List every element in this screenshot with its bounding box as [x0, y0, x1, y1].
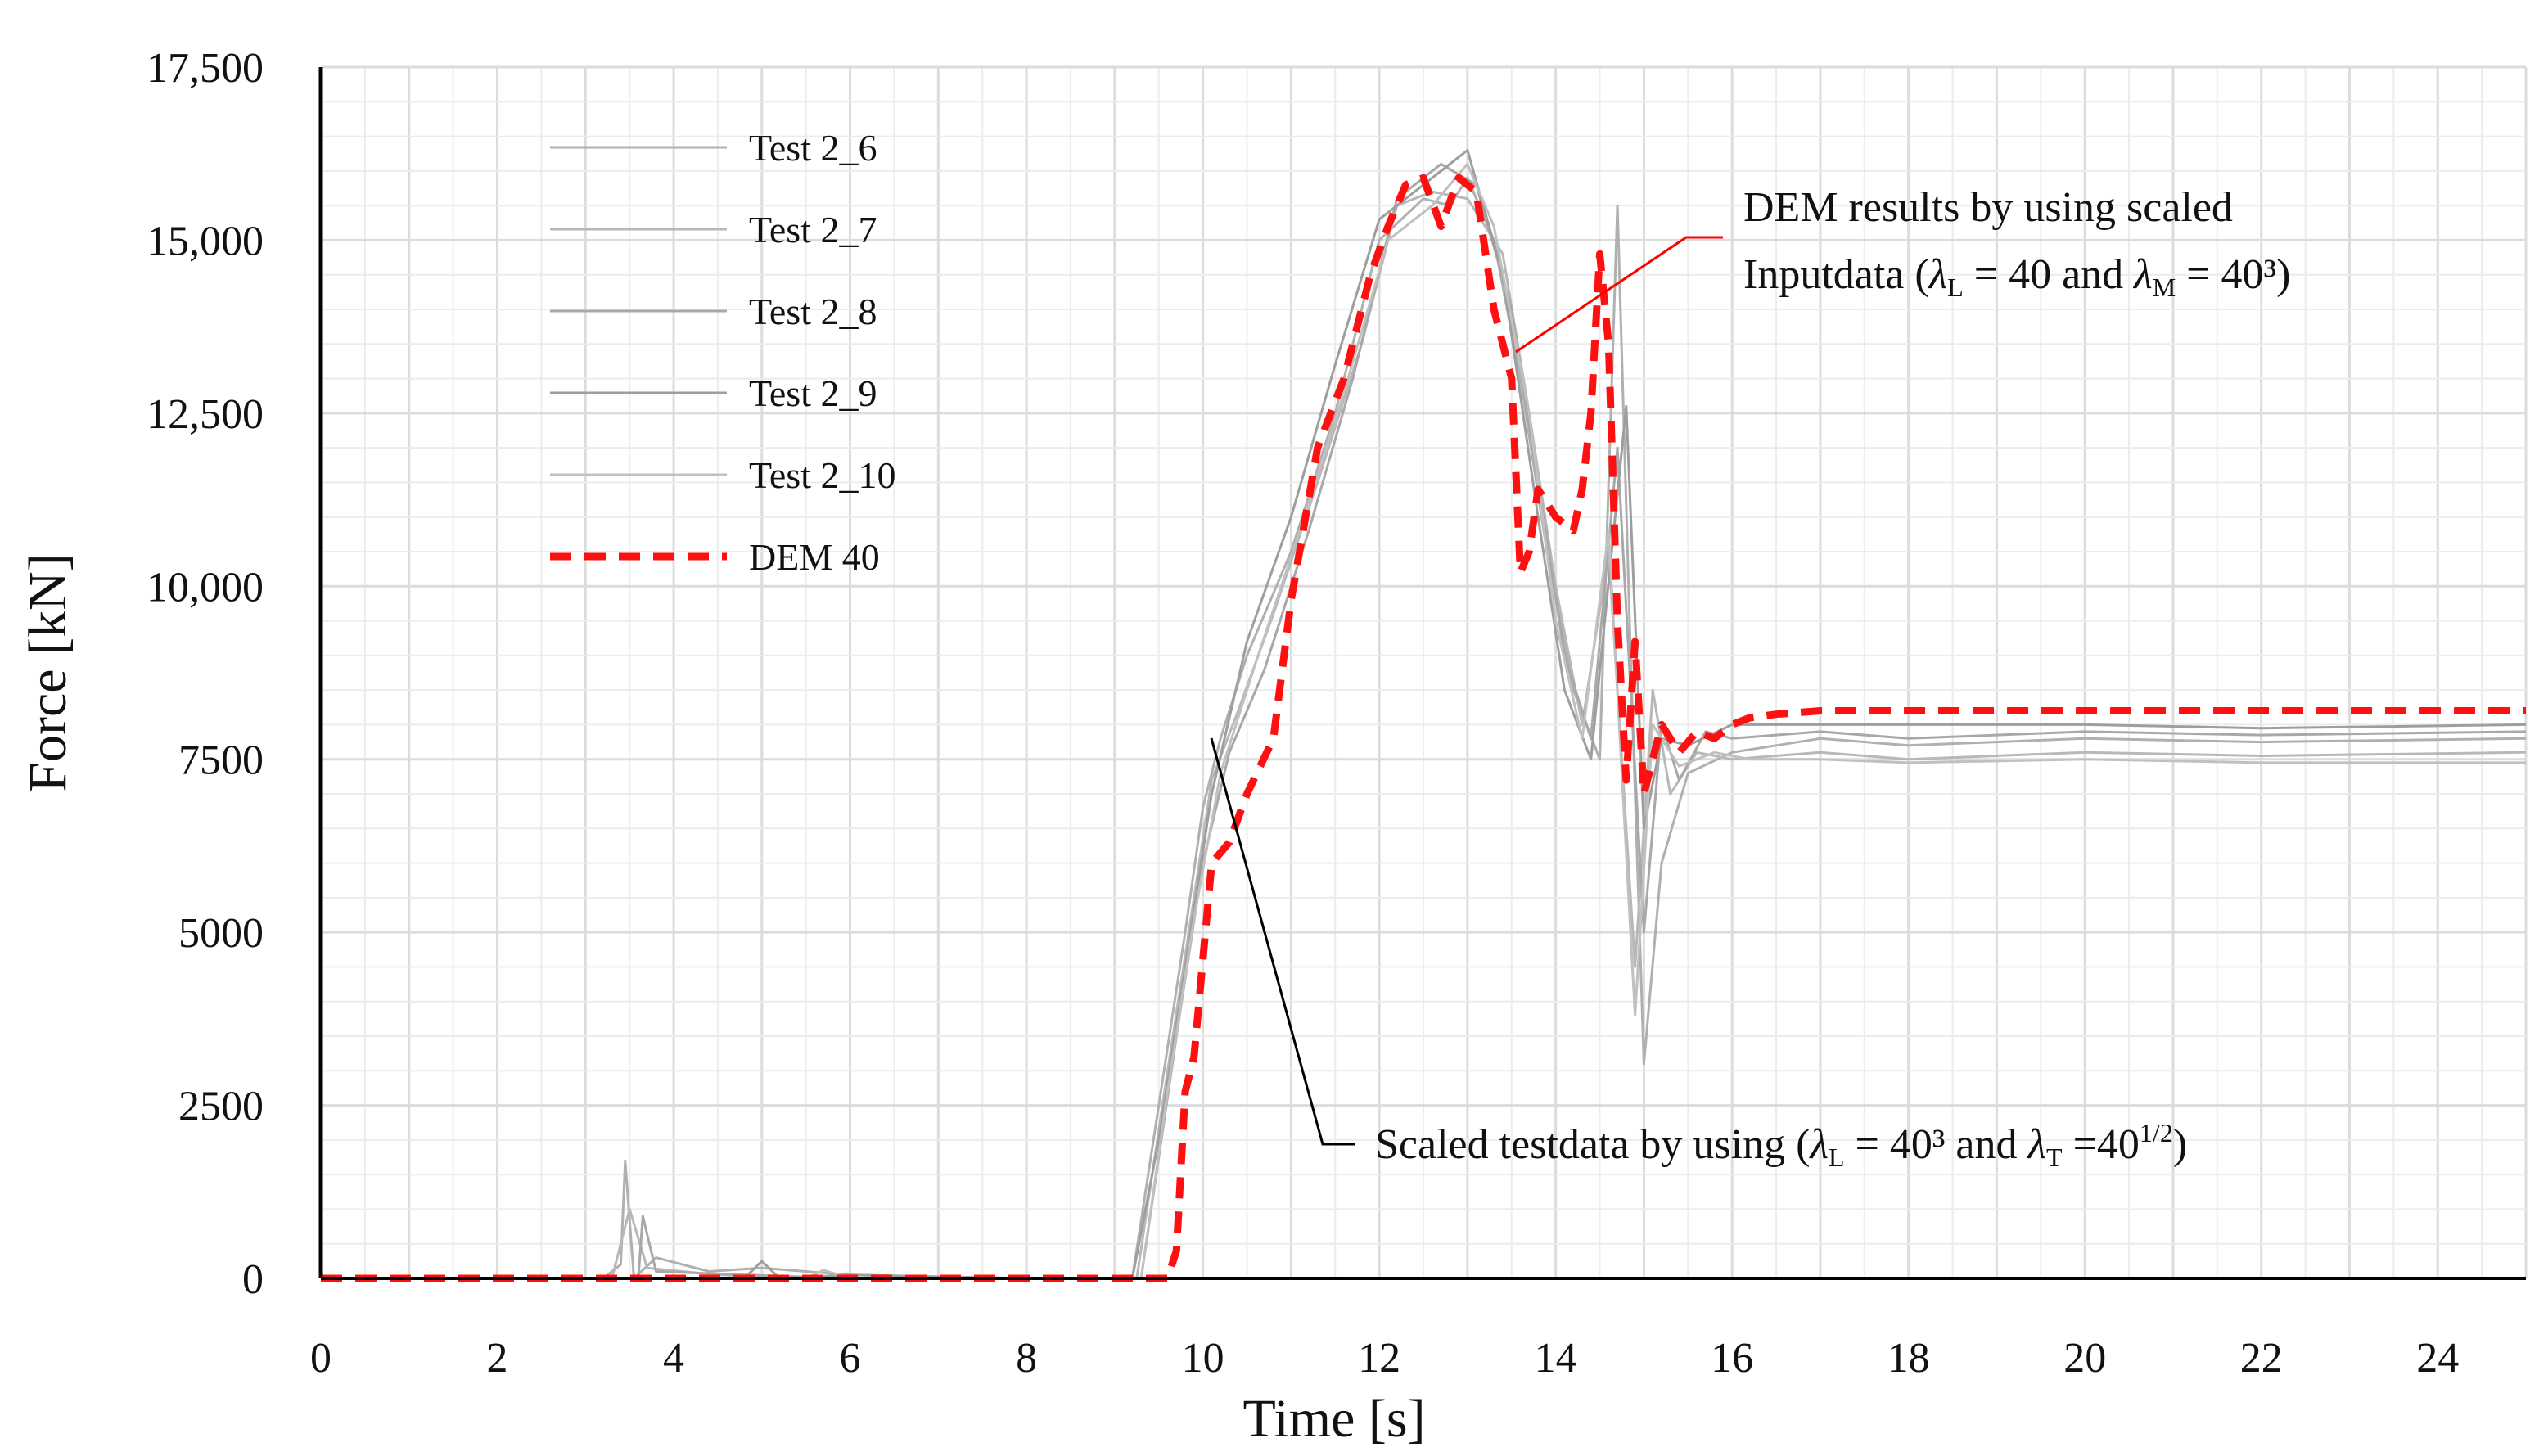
series-line-test-2-6	[321, 176, 2527, 1280]
x-tick-label: 4	[663, 1335, 684, 1382]
y-tick-label: 12,500	[147, 391, 264, 438]
annotation-dem-leader	[1515, 236, 1723, 354]
annotation-dem: DEM results by using scaled Inputdata (λ…	[1515, 184, 2290, 354]
tick-labels: 0 2 4 6 8 10 12 14 16 18 20 22 24025005000750010,000…	[147, 45, 2459, 1382]
x-tick-label: 14	[1535, 1335, 1577, 1382]
y-tick-label: 5000	[178, 910, 264, 957]
y-axis-title: Force [kN]	[18, 553, 78, 791]
legend-label: Test 2_8	[749, 291, 877, 332]
x-tick-label: 18	[1887, 1335, 1930, 1382]
x-tick-label: 2	[487, 1335, 508, 1382]
x-tick-label: 0	[310, 1335, 331, 1382]
y-tick-label: 0	[242, 1256, 264, 1303]
x-tick-label: 20	[2063, 1335, 2106, 1382]
axes	[318, 67, 2526, 1280]
legend-label: Test 2_9	[749, 372, 877, 414]
x-tick-label: 12	[1358, 1335, 1400, 1382]
y-tick-label: 7500	[178, 737, 264, 784]
x-tick-label: 8	[1016, 1335, 1037, 1382]
x-tick-label: 16	[1711, 1335, 1753, 1382]
legend-label: Test 2_10	[749, 454, 896, 496]
annotation-dem-line1: DEM results by using scaled	[1743, 184, 2233, 231]
annotation-testdata-text: Scaled testdata by using (λL = 40³ and λ…	[1375, 1118, 2187, 1172]
annotation-dem-line2: Inputdata (λL = 40 and λM = 40³)	[1743, 251, 2290, 302]
annotation-testdata: Scaled testdata by using (λL = 40³ and λ…	[1210, 737, 2187, 1172]
annotation-testdata-leader	[1210, 737, 1355, 1146]
y-tick-label: 10,000	[147, 564, 264, 611]
legend: Test 2_6 Test 2_7 Test 2_8 Test 2_9 Test 2_1…	[550, 127, 896, 578]
grid	[321, 65, 2528, 1278]
y-tick-label: 2500	[178, 1084, 264, 1130]
series-line-dem-40	[321, 174, 2526, 1282]
legend-label: Test 2_6	[749, 127, 877, 169]
y-tick-label: 17,500	[147, 45, 264, 92]
legend-label: Test 2_7	[749, 209, 877, 250]
legend-label: DEM 40	[749, 536, 880, 578]
x-tick-label: 24	[2416, 1335, 2459, 1382]
x-axis-title: Time [s]	[1242, 1389, 1425, 1449]
x-tick-label: 22	[2240, 1335, 2283, 1382]
x-tick-label: 10	[1182, 1335, 1224, 1382]
y-tick-label: 15,000	[147, 218, 264, 264]
x-tick-label: 6	[840, 1335, 861, 1382]
